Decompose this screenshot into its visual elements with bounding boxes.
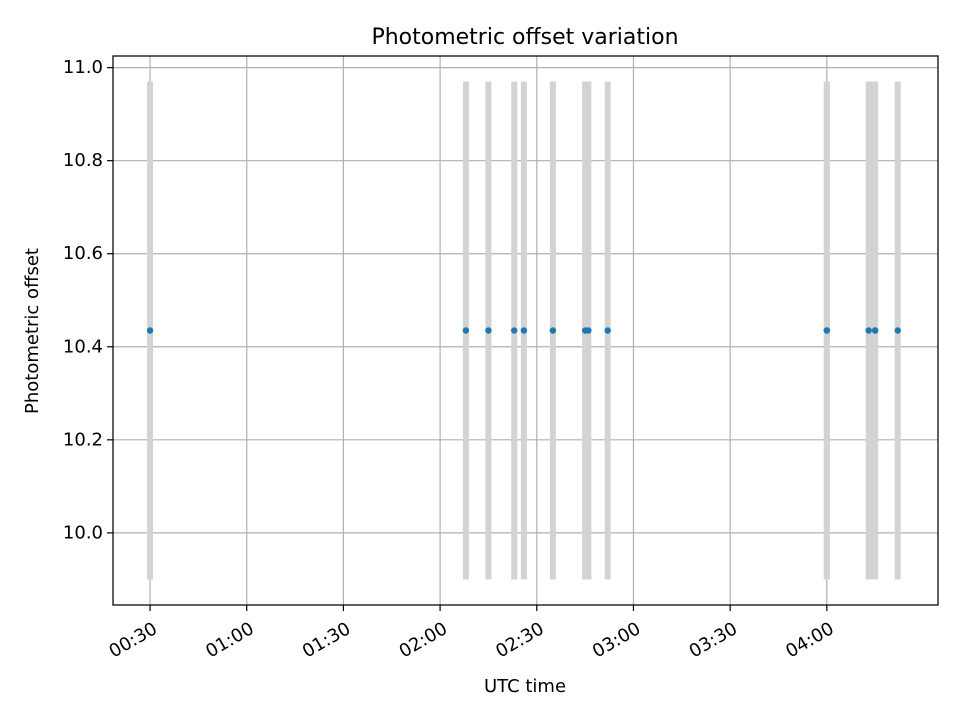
data-point	[604, 327, 611, 334]
y-axis-label: Photometric offset	[22, 248, 43, 414]
data-point	[871, 327, 879, 334]
y-tick-label: 10.2	[63, 429, 103, 450]
data-point	[520, 327, 528, 334]
chart-title: Photometric offset variation	[371, 25, 678, 50]
y-tick-label: 10.0	[63, 522, 103, 543]
y-tick-label: 10.4	[63, 336, 103, 357]
data-points	[146, 327, 901, 334]
data-point	[146, 327, 154, 334]
data-point	[894, 327, 901, 334]
plot-frame	[112, 55, 939, 606]
y-tick-label: 10.6	[63, 243, 103, 264]
data-point	[462, 327, 470, 334]
data-point	[585, 327, 592, 334]
data-point	[823, 327, 831, 334]
data-point	[865, 327, 872, 334]
data-point	[485, 327, 492, 334]
y-tick-label: 10.8	[63, 150, 103, 171]
data-point	[549, 327, 557, 334]
range-bar	[868, 81, 875, 580]
data-point	[511, 327, 518, 334]
x-axis-label: UTC time	[484, 676, 566, 697]
y-tick-label: 11.0	[63, 57, 103, 78]
